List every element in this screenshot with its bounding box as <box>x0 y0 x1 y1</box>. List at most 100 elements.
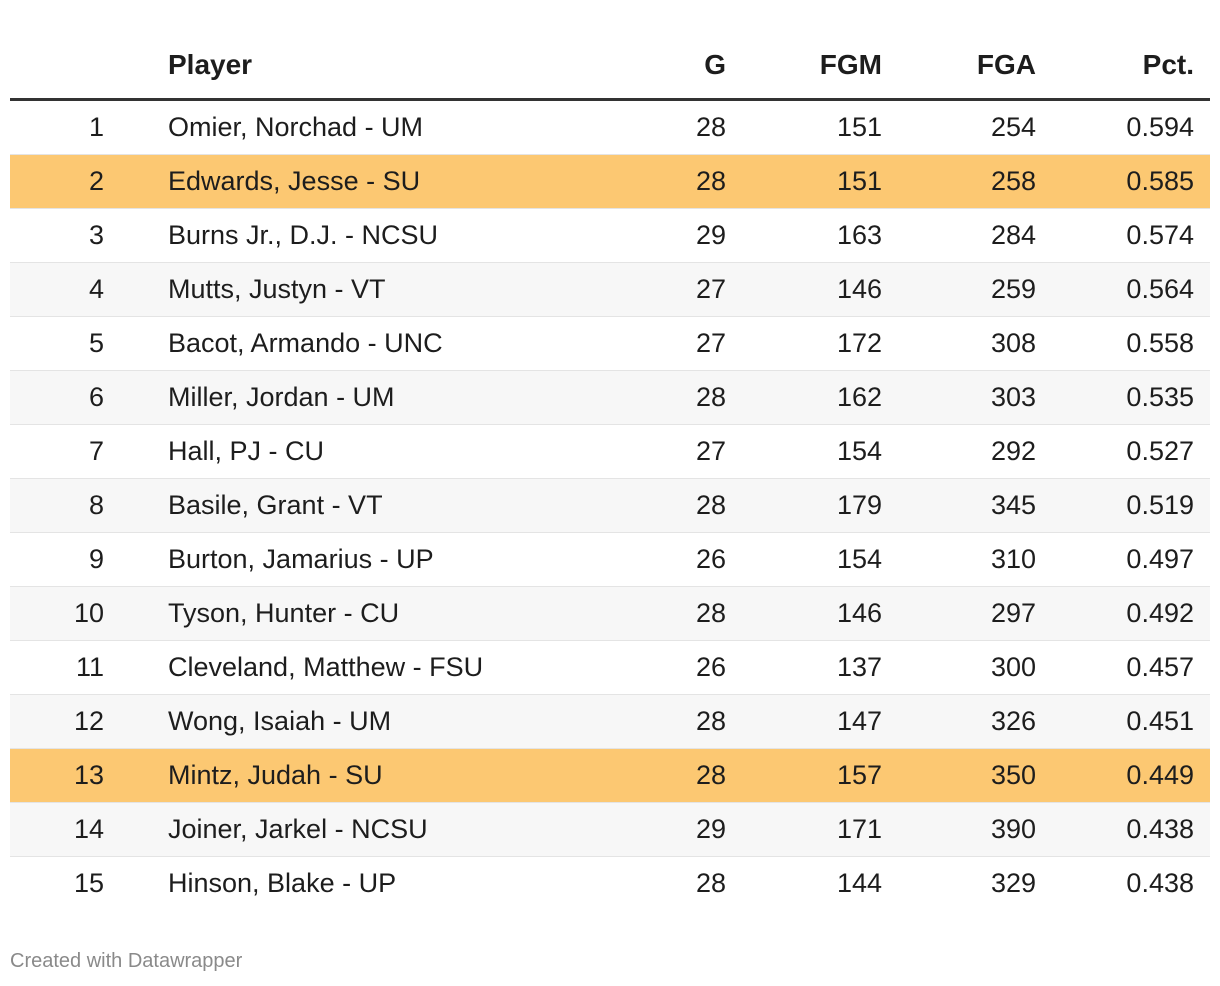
cell-fga: 259 <box>882 262 1036 317</box>
cell-fgm: 147 <box>726 694 882 749</box>
cell-player: Burton, Jamarius - UP <box>120 532 540 587</box>
cell-g: 28 <box>540 586 726 641</box>
header-g[interactable]: G <box>540 32 726 101</box>
cell-g: 28 <box>540 694 726 749</box>
header-row: Player G FGM FGA Pct. <box>10 32 1210 101</box>
cell-fga: 350 <box>882 748 1036 803</box>
header-fgm[interactable]: FGM <box>726 32 882 101</box>
cell-fga: 329 <box>990 868 1036 898</box>
cell-fgm: 171 <box>726 802 882 857</box>
cell-fga: 254 <box>882 99 1036 155</box>
cell-player: Mutts, Justyn - VT <box>120 262 540 317</box>
cell-fga: 326 <box>882 694 1036 749</box>
table-row: 7 Hall, PJ - CU 27 154 292 0.527 <box>10 424 1210 479</box>
footer-credit: Created with Datawrapper <box>10 950 243 972</box>
cell-rank: 9 <box>10 532 120 587</box>
cell-rank: 13 <box>10 748 120 803</box>
cell-fgm: 154 <box>726 532 882 587</box>
cell-fgm: 151 <box>726 99 882 155</box>
table-header: Player G FGM FGA Pct. <box>10 32 1210 101</box>
header-fga[interactable]: FGA <box>882 32 1036 101</box>
cell-pct: 0.519 <box>1036 478 1210 533</box>
cell-player: Wong, Isaiah - UM <box>120 694 540 749</box>
cell-player: Hall, PJ - CU <box>120 424 540 479</box>
cell-fga: 258 <box>882 154 1036 209</box>
table-row: 13 Mintz, Judah - SU 28 157 350 0.449 <box>10 748 1210 803</box>
cell-pct: 0.438 <box>1036 802 1210 857</box>
cell-fgm: 151 <box>726 154 882 209</box>
cell-fga: 308 <box>882 316 1036 371</box>
cell-player: Burns Jr., D.J. - NCSU <box>120 208 540 263</box>
cell-player: Edwards, Jesse - SU <box>120 154 540 209</box>
cell-g: 27 <box>540 316 726 371</box>
cell-g: 29 <box>540 208 726 263</box>
cell-rank: 2 <box>10 154 120 209</box>
table-row: 11 Cleveland, Matthew - FSU 26 137 300 0.457 <box>10 640 1210 695</box>
cell-g: 28 <box>695 868 726 898</box>
cell-player: Omier, Norchad - UM <box>120 99 540 155</box>
header-pct[interactable]: Pct. <box>1036 32 1210 101</box>
cell-pct: 0.438 <box>1126 868 1194 898</box>
cell-player: Joiner, Jarkel - NCSU <box>120 802 540 857</box>
table-row: 3 Burns Jr., D.J. - NCSU 29 163 284 0.574 <box>10 208 1210 263</box>
cell-fga: 310 <box>882 532 1036 587</box>
header-player[interactable]: Player <box>120 32 540 101</box>
cell-pct: 0.451 <box>1036 694 1210 749</box>
cell-rank: 5 <box>10 316 120 371</box>
table-row: 14 Joiner, Jarkel - NCSU 29 171 390 0.438 <box>10 802 1210 857</box>
table-row: 12 Wong, Isaiah - UM 28 147 326 0.451 <box>10 694 1210 749</box>
cell-pct: 0.564 <box>1036 262 1210 317</box>
cell-player: Bacot, Armando - UNC <box>120 316 540 371</box>
cell-rank: 3 <box>10 208 120 263</box>
cell-fgm: 154 <box>726 424 882 479</box>
cell-g: 28 <box>540 154 726 209</box>
cell-player: Hinson, Blake - UP <box>168 868 397 898</box>
cell-player: Mintz, Judah - SU <box>120 748 540 803</box>
cell-pct: 0.585 <box>1036 154 1210 209</box>
cell-rank: 15 <box>73 868 104 898</box>
cell-fgm: 146 <box>726 586 882 641</box>
cell-fga: 390 <box>882 802 1036 857</box>
table-row: 2 Edwards, Jesse - SU 28 151 258 0.585 <box>10 154 1210 209</box>
cell-pct: 0.558 <box>1036 316 1210 371</box>
cell-fgm: 137 <box>726 640 882 695</box>
table-body: 1 Omier, Norchad - UM 28 151 254 0.594 2 Edward… <box>10 99 1210 911</box>
table-row: 5 Bacot, Armando - UNC 27 172 308 0.558 <box>10 316 1210 371</box>
table-row: 1 Omier, Norchad - UM 28 151 254 0.594 <box>10 99 1210 155</box>
cell-pct: 0.492 <box>1036 586 1210 641</box>
table-row: 10 Tyson, Hunter - CU 28 146 297 0.492 <box>10 586 1210 641</box>
cell-pct: 0.457 <box>1036 640 1210 695</box>
table-row: 4 Mutts, Justyn - VT 27 146 259 0.564 <box>10 262 1210 317</box>
cell-g: 26 <box>540 640 726 695</box>
stats-table: Player G FGM FGA Pct. 1 Omier, Norchad - … <box>10 32 1210 910</box>
cell-rank: 6 <box>10 370 120 425</box>
cell-fga: 292 <box>882 424 1036 479</box>
cell-rank: 11 <box>10 640 120 695</box>
cell-pct: 0.574 <box>1036 208 1210 263</box>
table-row: 9 Burton, Jamarius - UP 26 154 310 0.497 <box>10 532 1210 587</box>
cell-g: 28 <box>540 99 726 155</box>
cell-player: Basile, Grant - VT <box>120 478 540 533</box>
cell-pct: 0.535 <box>1036 370 1210 425</box>
table-row: 6 Miller, Jordan - UM 28 162 303 0.535 <box>10 370 1210 425</box>
cell-pct: 0.449 <box>1036 748 1210 803</box>
cell-fga: 300 <box>882 640 1036 695</box>
cell-fga: 345 <box>882 478 1036 533</box>
cell-fga: 284 <box>882 208 1036 263</box>
table-row: 15 Hinson, Blake - UP 28 144 329 0.438 <box>10 857 1210 911</box>
cell-rank: 12 <box>10 694 120 749</box>
cell-g: 28 <box>540 748 726 803</box>
cell-fgm: 162 <box>726 370 882 425</box>
cell-pct: 0.497 <box>1036 532 1210 587</box>
header-rank[interactable] <box>10 32 120 101</box>
cell-fgm: 172 <box>726 316 882 371</box>
cell-g: 29 <box>540 802 726 857</box>
cell-player: Cleveland, Matthew - FSU <box>120 640 540 695</box>
cell-pct: 0.594 <box>1036 99 1210 155</box>
cell-rank: 7 <box>10 424 120 479</box>
cell-fgm: 179 <box>726 478 882 533</box>
cell-player: Tyson, Hunter - CU <box>120 586 540 641</box>
cell-g: 27 <box>540 262 726 317</box>
cell-fga: 297 <box>882 586 1036 641</box>
cell-fgm: 157 <box>726 748 882 803</box>
